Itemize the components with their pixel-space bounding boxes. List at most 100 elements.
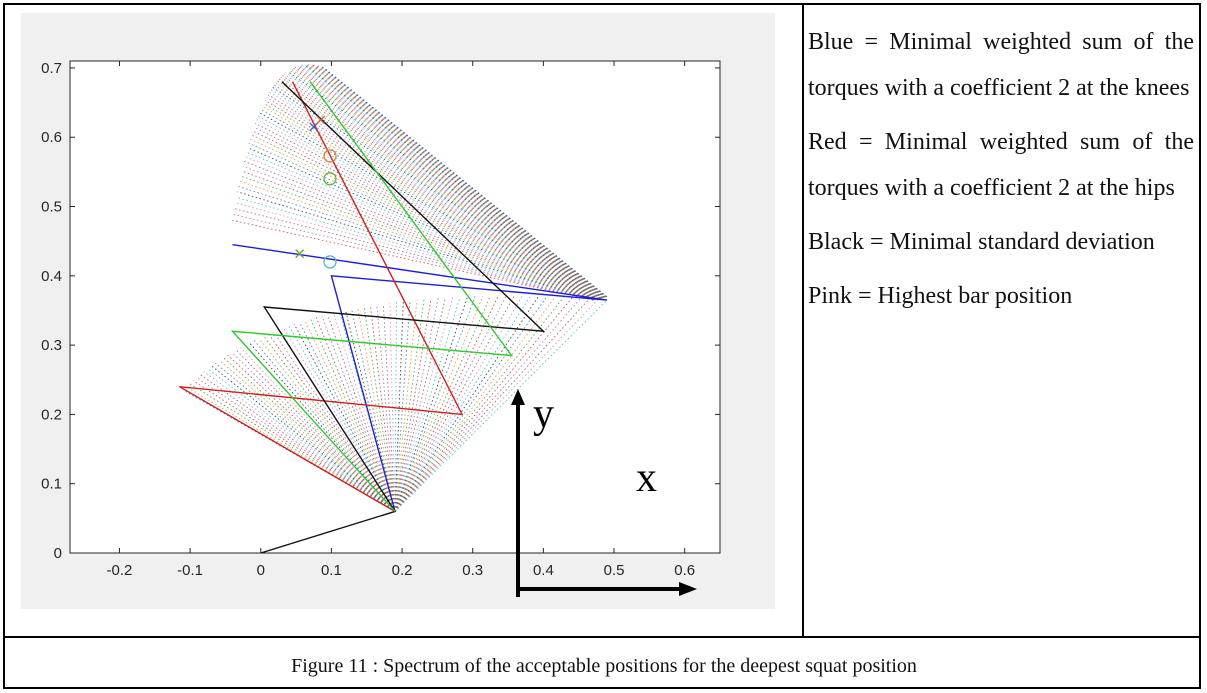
spectrum-lower-line [394, 298, 590, 512]
y-tick-label: 0.4 [41, 268, 62, 285]
spectrum-lower-line [203, 371, 396, 512]
x-tick-label: 0.5 [604, 562, 625, 579]
spectrum-lower-line [211, 365, 396, 512]
marker-x [309, 122, 319, 132]
marker-circle [323, 149, 337, 163]
inset-y-label: y [533, 391, 554, 437]
y-tick-label: 0.5 [41, 199, 62, 216]
spectrum-lower-line [394, 299, 599, 512]
y-tick-label: 0.7 [41, 60, 62, 77]
figure-panel: -0.2 -0.1 0 0.1 0.2 0.3 0.4 0.5 0.6 0 0.1 0.2 0.3 0.4… [21, 13, 775, 609]
spectrum-lower-line [345, 310, 396, 512]
x-tick-label: 0.4 [533, 562, 554, 579]
y-tick-label: 0.3 [41, 337, 62, 354]
spectrum-lower-line [293, 324, 396, 512]
spectrum-lower-line [394, 297, 582, 512]
spectrum-lower-line [394, 297, 564, 512]
spectrum-upper-line [278, 78, 602, 299]
y-tick-label: 0.2 [41, 406, 62, 423]
x-tick-label: 0.1 [321, 562, 342, 579]
spectrum-lower-line [394, 295, 484, 512]
spectrum-upper-line [275, 82, 602, 299]
spectrum-lower-line [189, 383, 396, 512]
x-tick-label: -0.1 [177, 562, 203, 579]
spectrum-upper-line [274, 84, 601, 299]
spectrum-upper-line [269, 91, 601, 299]
y-tick-label: 0.6 [41, 129, 62, 146]
spectrum-lower-line [382, 303, 396, 512]
spectrum-upper-line [315, 64, 607, 298]
spectrum-lower-line [394, 300, 411, 512]
spectrum-lower-line [394, 296, 539, 512]
spectrum-lower-line [273, 331, 396, 512]
spectrum-lower-line [394, 299, 418, 512]
spectrum-lower-line [310, 319, 396, 512]
spectrum-upper-line [277, 80, 602, 299]
spectrum-lower-line [240, 347, 396, 512]
spectrum-lower-line [327, 314, 396, 512]
spectrum-upper-line [246, 151, 597, 300]
plot-area [179, 63, 608, 553]
legend-blue: Blue = Minimal weighted sum of the torqu… [808, 29, 1194, 101]
spectrum-upper-line [259, 112, 599, 300]
spectrum-chart: -0.2 -0.1 0 0.1 0.2 0.3 0.4 0.5 0.6 0 0.1 0.2 0.3 0.4… [41, 60, 721, 597]
spectrum-upper-line [257, 115, 599, 300]
spectrum-upper-line [317, 65, 607, 298]
spectrum-lower-line [258, 338, 396, 512]
spectrum-lower-line [394, 301, 398, 512]
spectrum-upper-line [290, 68, 604, 298]
configuration-line [179, 81, 464, 513]
x-tick-label: 0 [257, 562, 265, 579]
inset-x-label: x [636, 455, 657, 501]
spectrum-upper-line [266, 97, 600, 299]
spectrum-lower-line [394, 295, 491, 512]
spectrum-upper-line [248, 142, 597, 300]
x-tick-label: 0.3 [462, 562, 483, 579]
spectrum-upper-line [267, 94, 600, 299]
spectrum-upper-line [263, 102, 600, 299]
spectrum-upper-line [232, 219, 593, 301]
table-divider-horizontal [5, 636, 1199, 638]
spectrum-upper-line [256, 119, 598, 300]
spectrum-upper-line [261, 105, 599, 300]
x-tick-label: -0.2 [107, 562, 133, 579]
marker-x [295, 249, 305, 259]
spectrum-lower-line [215, 362, 396, 512]
spectrum-upper-line [247, 147, 597, 300]
spectrum-lower-line [394, 295, 523, 512]
color-legend: Blue = Minimal weighted sum of the torqu… [808, 19, 1194, 327]
legend-red: Red = Minimal weighted sum of the torque… [808, 129, 1194, 201]
spectrum-upper-line [285, 72, 603, 299]
spectrum-lower-line [304, 320, 396, 512]
spectrum-lower-line [321, 315, 396, 512]
marker-circle [323, 172, 337, 186]
spectrum-lower-line [299, 322, 396, 512]
x-tick-label: 0.6 [674, 562, 695, 579]
spectrum-lower-line [394, 296, 556, 512]
spectrum-upper-line [235, 202, 594, 301]
spectrum-lower-line [263, 335, 396, 512]
spectrum-upper-line [324, 67, 608, 297]
spectrum-lower-line [394, 297, 439, 512]
configuration-line [260, 81, 546, 553]
spectrum-lower-line [363, 306, 396, 512]
spectrum-lower-line [339, 311, 396, 512]
spectrum-upper-line [303, 64, 605, 298]
spectrum-upper-line [311, 64, 606, 298]
spectrum-lower-line [394, 297, 446, 512]
legend-pink: Pink = Highest bar position [808, 283, 1073, 309]
spectrum-upper-line [289, 69, 603, 299]
spectrum-upper-line [260, 109, 599, 300]
spectrum-upper-line [245, 156, 596, 300]
spectrum-lower-line [357, 307, 396, 512]
spectrum-upper-line [307, 63, 606, 298]
configuration-line [232, 243, 608, 512]
x-tick-label: 0.2 [392, 562, 413, 579]
configuration-line [230, 81, 514, 512]
marker-x [316, 115, 326, 125]
spectrum-upper-line [282, 75, 603, 299]
spectrum-upper-line [287, 70, 603, 299]
y-arrow-head [511, 389, 525, 405]
table-divider-vertical [802, 5, 804, 636]
spectrum-lower-line [249, 342, 396, 512]
